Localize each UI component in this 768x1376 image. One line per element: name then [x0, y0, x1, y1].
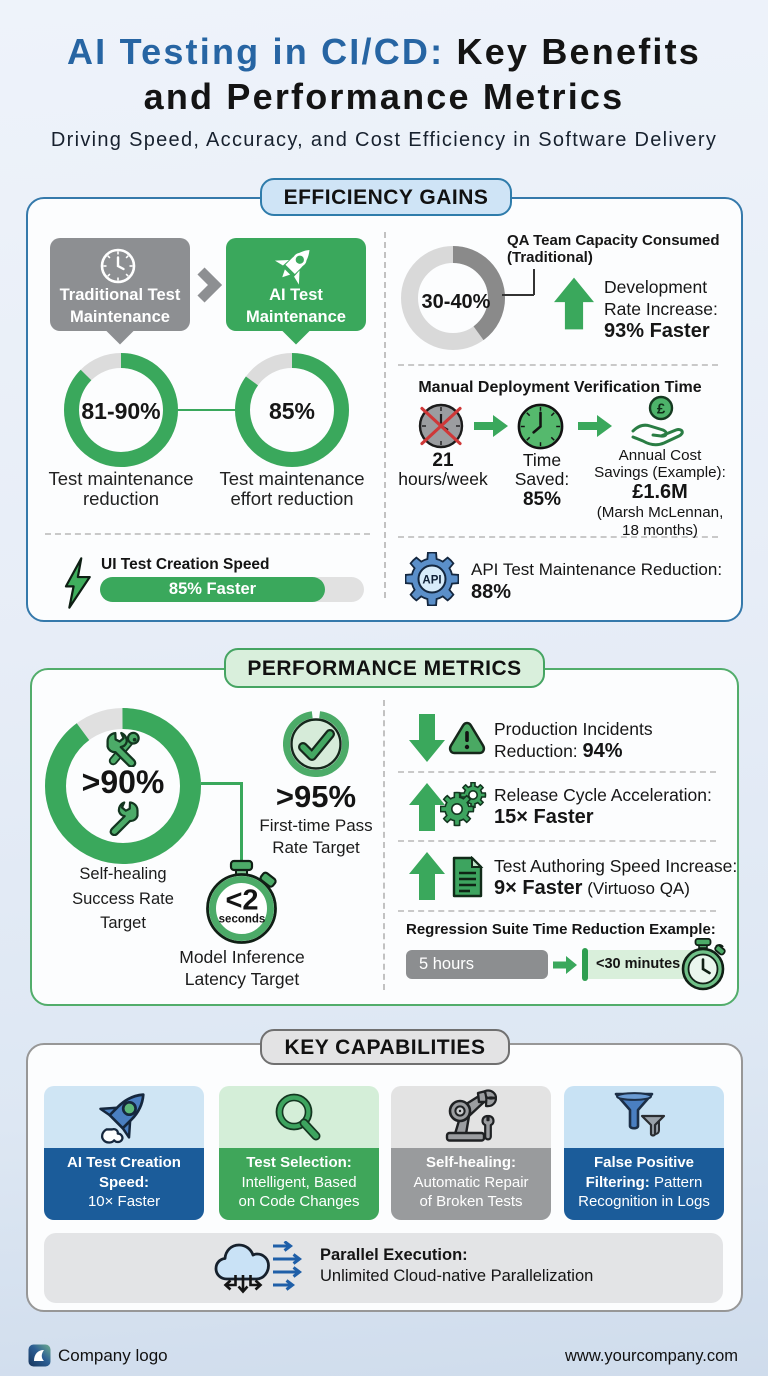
svg-text:£: £ [657, 401, 666, 418]
svg-text:API: API [422, 575, 441, 587]
svg-text:seconds: seconds [219, 914, 266, 926]
svg-text:<2: <2 [225, 885, 258, 917]
